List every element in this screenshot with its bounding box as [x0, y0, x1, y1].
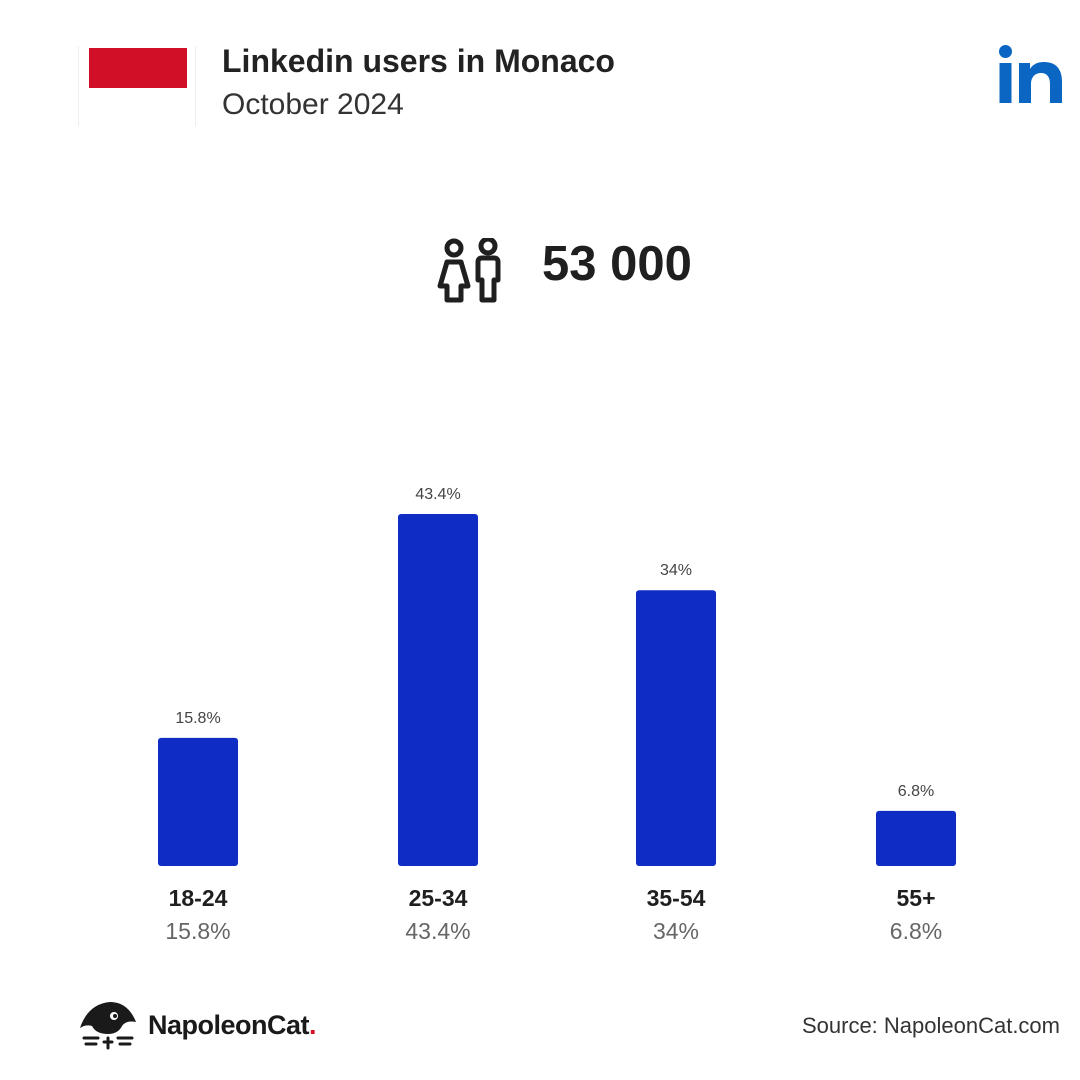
- source-text: Source: NapoleonCat.com: [801, 1013, 1060, 1038]
- page-subtitle: October 2024: [222, 88, 404, 121]
- country-flag: [78, 46, 196, 126]
- flag-red-stripe: [89, 48, 187, 88]
- bar-18-24: [158, 737, 238, 866]
- brand-name-text: NapoleonCat: [148, 1010, 310, 1040]
- bar-value-label: 43.4%: [415, 486, 460, 503]
- bar-55+: [876, 810, 956, 866]
- category-label: 55+: [896, 885, 935, 911]
- category-label: 18-24: [169, 885, 228, 911]
- linkedin-logo-icon: [999, 45, 1062, 103]
- napoleoncat-logo-icon: [80, 1002, 136, 1050]
- bar-value-label: 15.8%: [175, 710, 220, 727]
- category-label: 25-34: [409, 885, 468, 911]
- bar-value-label: 6.8%: [898, 783, 934, 800]
- bar-35-54: [636, 590, 716, 866]
- category-percent-label: 15.8%: [165, 918, 230, 944]
- page-title: Linkedin users in Monaco: [222, 43, 615, 79]
- bar-value-label: 34%: [660, 562, 692, 579]
- brand-dot: .: [309, 1010, 317, 1040]
- category-label: 35-54: [647, 885, 706, 911]
- bar-25-34: [398, 514, 478, 866]
- category-percent-label: 6.8%: [890, 918, 942, 944]
- people-icon: [437, 238, 501, 303]
- total-users-value: 53 000: [542, 237, 692, 291]
- category-percent-label: 43.4%: [405, 918, 470, 944]
- category-percent-label: 34%: [653, 918, 699, 944]
- brand-name: NapoleonCat.: [148, 1010, 317, 1041]
